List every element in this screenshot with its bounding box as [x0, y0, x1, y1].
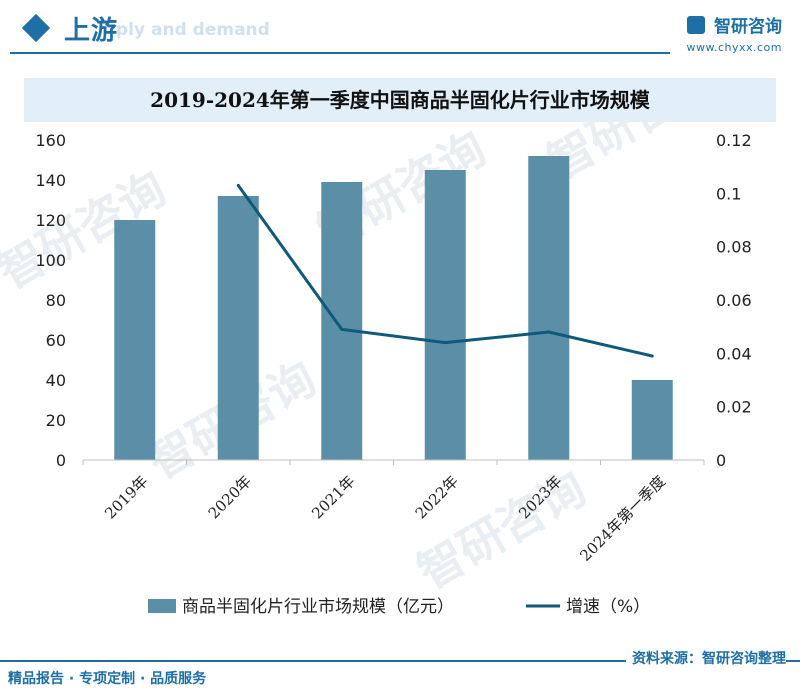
bar-1 [217, 196, 259, 460]
y-left-tick-label: 160 [35, 131, 66, 150]
y-right-tick-label: 0.06 [716, 291, 752, 310]
y-left-tick-label: 40 [46, 371, 66, 390]
header-divider [10, 52, 670, 54]
bars-layer [114, 156, 673, 460]
footer-source: 资料来源：智研咨询整理 [626, 648, 786, 668]
y-right-tick-label: 0.08 [716, 238, 752, 257]
footer-slogan: 精品报告 · 专项定制 · 品质服务 [8, 671, 207, 687]
legend: 商品半固化片行业市场规模（亿元） 增速（%） [148, 597, 650, 617]
x-tick-label: 2021年 [308, 472, 358, 522]
growth-point [547, 330, 551, 334]
section-header: ply and demand 上游 智研咨询 www.chyxx.com [0, 0, 800, 64]
growth-point [340, 327, 344, 331]
chart-title-band: 2019-2024年第一季度中国商品半固化片行业市场规模 [24, 78, 776, 122]
bar-4 [528, 156, 570, 460]
y-right-tick-label: 0.1 [716, 184, 741, 203]
bar-3 [424, 170, 466, 460]
diamond-icon [21, 13, 51, 43]
x-tick-label: 2022年 [412, 472, 462, 522]
legend-bar-label: 商品半固化片行业市场规模（亿元） [182, 597, 454, 617]
x-tick-label: 2020年 [205, 472, 255, 522]
growth-line-layer [236, 183, 654, 358]
y-left-tick-label: 60 [46, 331, 66, 350]
bar-5 [631, 380, 673, 460]
brand-logo-icon [686, 15, 705, 34]
chart-title: 2019-2024年第一季度中国商品半固化片行业市场规模 [150, 88, 650, 112]
y-left-tick-label: 0 [56, 451, 66, 470]
brand: 智研咨询 www.chyxx.com [686, 12, 782, 54]
y-left-tick-label: 20 [46, 411, 66, 430]
y-right-tick-label: 0.12 [716, 131, 752, 150]
brand-name: 智研咨询 [714, 17, 782, 37]
x-tick-label: 2024年第一季度 [576, 472, 669, 565]
footer-divider [0, 660, 800, 662]
section-ghost-text: ply and demand [116, 20, 270, 40]
y-left-tick-label: 120 [35, 211, 66, 230]
y-left-tick-label: 80 [46, 291, 66, 310]
x-tick-label: 2019年 [101, 472, 151, 522]
section-title: 上游 [64, 16, 119, 46]
y-left-tick-label: 100 [35, 251, 66, 270]
y-right-tick-label: 0.04 [716, 344, 752, 363]
chart-area: 智研咨询智研咨询智研咨询智研咨询智研咨询 0204060801001201401… [0, 120, 752, 617]
growth-point [443, 341, 447, 345]
y-left-tick-label: 140 [35, 171, 66, 190]
legend-line-label: 增速（%） [566, 597, 650, 617]
legend-bar-swatch [148, 599, 176, 613]
watermark-text: 智研咨询 [409, 461, 595, 600]
bar-2 [321, 182, 363, 460]
growth-point [650, 354, 654, 358]
growth-point [236, 183, 240, 187]
y-right-tick-label: 0.02 [716, 398, 752, 417]
bar-0 [114, 220, 156, 460]
brand-url: www.chyxx.com [686, 41, 782, 54]
y-right-tick-label: 0 [716, 451, 726, 470]
